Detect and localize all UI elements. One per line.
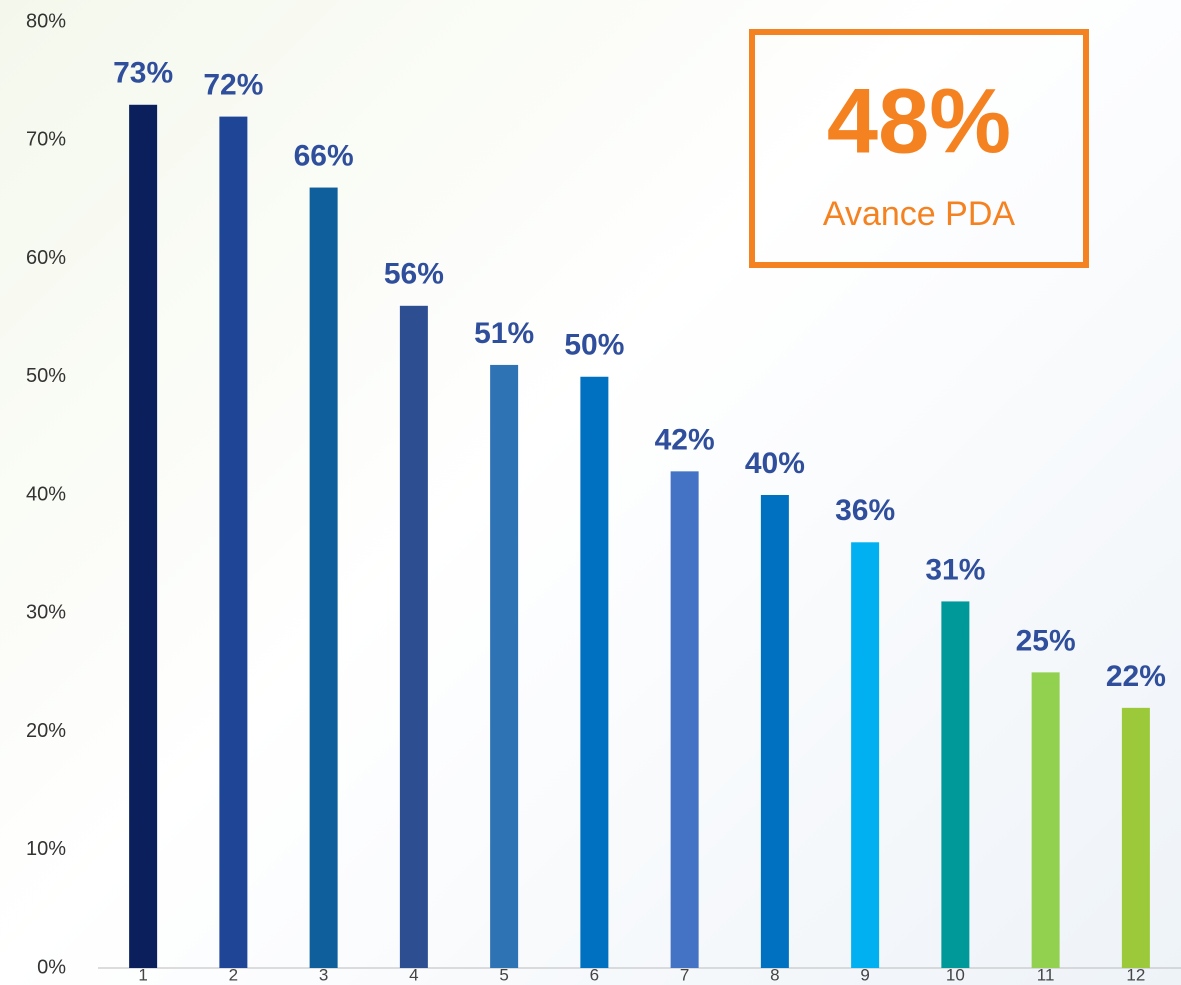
data-label: 73%	[113, 57, 173, 90]
y-tick-label: 30%	[26, 602, 66, 624]
bar	[760, 495, 789, 968]
y-tick-label: 0%	[37, 956, 66, 978]
bar	[490, 364, 519, 968]
x-tick-label: 4	[409, 965, 418, 984]
data-label: 40%	[745, 447, 805, 480]
data-label: 51%	[474, 317, 534, 350]
y-tick-label: 70%	[26, 129, 66, 151]
bar	[670, 471, 699, 968]
kpi-box	[749, 29, 1089, 268]
x-tick-label: 7	[680, 965, 689, 984]
y-tick-label: 60%	[26, 247, 66, 269]
y-tick-label: 10%	[26, 838, 66, 860]
x-tick-label: 11	[1037, 965, 1055, 984]
data-label: 22%	[1106, 660, 1166, 693]
x-tick-label: 12	[1126, 965, 1145, 984]
data-label: 36%	[835, 494, 895, 527]
data-label: 31%	[925, 553, 985, 586]
x-tick-label: 3	[319, 965, 328, 984]
bar	[1121, 707, 1150, 968]
x-tick-label: 10	[946, 965, 965, 984]
y-tick-label: 80%	[26, 10, 66, 32]
x-tick-label: 6	[590, 965, 599, 984]
x-tick-label: 8	[770, 965, 779, 984]
data-label: 56%	[384, 258, 444, 291]
data-label: 42%	[655, 423, 715, 456]
bar	[851, 542, 880, 968]
x-tick-label: 9	[860, 965, 869, 984]
data-label: 25%	[1016, 624, 1076, 657]
kpi-caption: Avance PDA	[823, 195, 1015, 233]
bar	[941, 601, 970, 968]
bar	[580, 376, 609, 968]
y-tick-label: 20%	[26, 720, 66, 742]
y-tick-label: 40%	[26, 483, 66, 505]
bar	[309, 187, 338, 969]
kpi-value: 48%	[827, 70, 1011, 172]
bar	[129, 104, 158, 968]
x-tick-label: 5	[499, 965, 508, 984]
bar	[399, 305, 428, 968]
bar	[1031, 672, 1060, 968]
data-label: 72%	[203, 69, 263, 102]
bar	[219, 116, 248, 969]
x-tick-label: 2	[229, 965, 238, 984]
y-tick-label: 50%	[26, 365, 66, 387]
data-label: 66%	[294, 139, 354, 172]
x-tick-label: 1	[138, 965, 147, 984]
data-label: 50%	[564, 329, 624, 362]
